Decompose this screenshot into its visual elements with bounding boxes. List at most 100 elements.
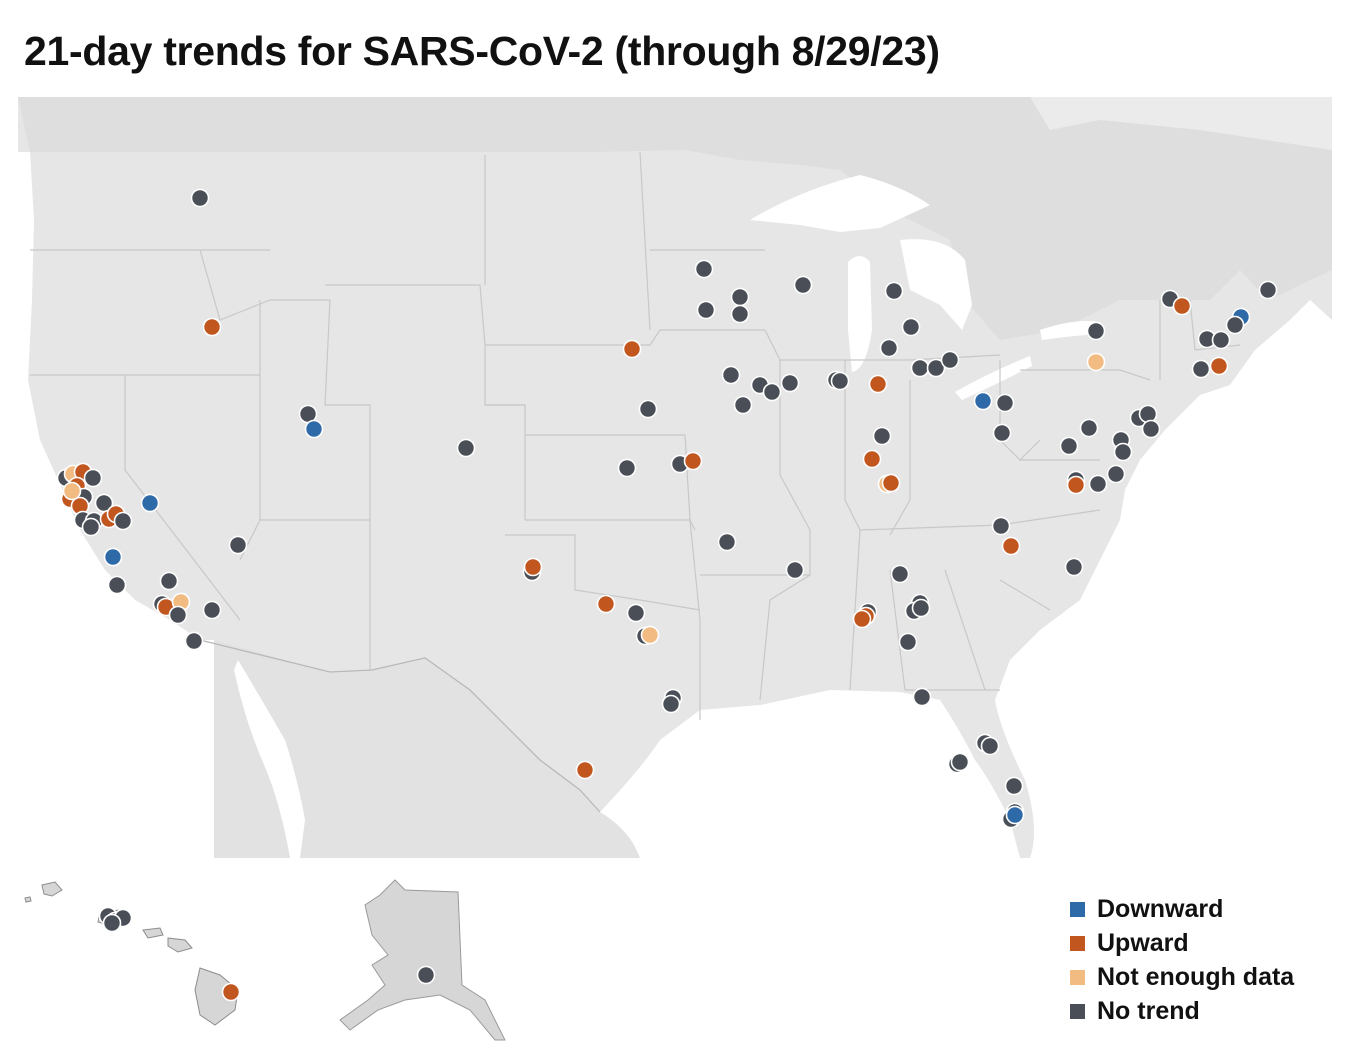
site-marker-no-trend[interactable] <box>1079 418 1099 438</box>
site-marker-no-trend[interactable] <box>1191 359 1211 379</box>
site-marker-no-trend[interactable] <box>190 188 210 208</box>
site-marker-upward[interactable] <box>622 339 642 359</box>
lake-ontario <box>1040 321 1100 340</box>
site-marker-no-trend[interactable] <box>733 395 753 415</box>
legend: Downward Upward Not enough data No trend <box>1070 892 1294 1028</box>
site-marker-not-enough-data[interactable] <box>640 625 660 645</box>
site-marker-no-trend[interactable] <box>456 438 476 458</box>
site-marker-upward[interactable] <box>1209 356 1229 376</box>
site-marker-no-trend[interactable] <box>159 571 179 591</box>
site-marker-no-trend[interactable] <box>721 365 741 385</box>
site-marker-no-trend[interactable] <box>113 511 133 531</box>
site-marker-downward[interactable] <box>140 493 160 513</box>
site-marker-no-trend[interactable] <box>926 358 946 378</box>
site-marker-no-trend[interactable] <box>995 393 1015 413</box>
site-marker-no-trend[interactable] <box>992 423 1012 443</box>
site-marker-no-trend[interactable] <box>780 373 800 393</box>
site-marker-no-trend[interactable] <box>912 687 932 707</box>
site-marker-no-trend[interactable] <box>83 468 103 488</box>
site-marker-no-trend[interactable] <box>879 338 899 358</box>
site-marker-not-enough-data[interactable] <box>62 481 82 501</box>
site-marker-no-trend[interactable] <box>1138 404 1158 424</box>
site-marker-downward[interactable] <box>1005 805 1025 825</box>
site-marker-no-trend[interactable] <box>228 535 248 555</box>
site-marker-no-trend[interactable] <box>830 371 850 391</box>
map-title: 21-day trends for SARS-CoV-2 (through 8/… <box>24 28 940 74</box>
site-marker-downward[interactable] <box>973 391 993 411</box>
legend-label-no-trend: No trend <box>1097 996 1200 1025</box>
site-marker-no-trend[interactable] <box>730 287 750 307</box>
site-marker-upward[interactable] <box>852 609 872 629</box>
site-marker-no-trend[interactable] <box>730 304 750 324</box>
site-marker-no-trend[interactable] <box>81 517 101 537</box>
site-marker-no-trend[interactable] <box>1141 419 1161 439</box>
site-marker-no-trend[interactable] <box>617 458 637 478</box>
site-marker-no-trend[interactable] <box>107 575 127 595</box>
site-marker-upward[interactable] <box>221 982 241 1002</box>
site-marker-no-trend[interactable] <box>1225 315 1245 335</box>
site-marker-no-trend[interactable] <box>1088 474 1108 494</box>
site-marker-upward[interactable] <box>881 473 901 493</box>
site-marker-no-trend[interactable] <box>1059 436 1079 456</box>
site-marker-upward[interactable] <box>868 374 888 394</box>
site-marker-upward[interactable] <box>575 760 595 780</box>
legend-label-upward: Upward <box>1097 928 1189 957</box>
site-marker-no-trend[interactable] <box>1113 442 1133 462</box>
site-marker-upward[interactable] <box>596 594 616 614</box>
site-marker-no-trend[interactable] <box>626 603 646 623</box>
site-marker-no-trend[interactable] <box>950 752 970 772</box>
site-marker-no-trend[interactable] <box>168 605 188 625</box>
site-marker-upward[interactable] <box>862 449 882 469</box>
site-marker-no-trend[interactable] <box>898 632 918 652</box>
site-marker-no-trend[interactable] <box>872 426 892 446</box>
site-marker-upward[interactable] <box>1066 475 1086 495</box>
site-marker-no-trend[interactable] <box>910 358 930 378</box>
site-marker-no-trend[interactable] <box>1106 464 1126 484</box>
site-marker-no-trend[interactable] <box>884 281 904 301</box>
state-borders <box>30 151 1241 720</box>
legend-item-upward: Upward <box>1070 926 1294 960</box>
gulf-of-california <box>234 660 305 858</box>
site-marker-no-trend[interactable] <box>1258 280 1278 300</box>
lake-superior <box>750 175 930 232</box>
site-marker-no-trend[interactable] <box>1211 330 1231 350</box>
site-marker-no-trend[interactable] <box>694 259 714 279</box>
site-marker-downward[interactable] <box>304 419 324 439</box>
site-marker-no-trend[interactable] <box>202 600 222 620</box>
site-marker-no-trend[interactable] <box>661 694 681 714</box>
site-marker-no-trend[interactable] <box>1064 557 1084 577</box>
site-marker-no-trend[interactable] <box>717 532 737 552</box>
mexico-region <box>210 640 640 858</box>
site-marker-no-trend[interactable] <box>638 399 658 419</box>
lake-huron <box>900 239 972 330</box>
legend-swatch-downward <box>1070 901 1085 917</box>
pacific-ocean <box>18 152 214 858</box>
site-marker-upward[interactable] <box>523 557 543 577</box>
canada-region <box>18 97 1332 340</box>
site-marker-no-trend[interactable] <box>911 598 931 618</box>
site-marker-no-trend[interactable] <box>184 631 204 651</box>
site-marker-no-trend[interactable] <box>991 516 1011 536</box>
site-marker-upward[interactable] <box>683 451 703 471</box>
site-marker-no-trend[interactable] <box>102 913 122 933</box>
wastewater-sites <box>56 188 1278 1002</box>
lake-michigan <box>848 256 872 372</box>
site-marker-no-trend[interactable] <box>696 300 716 320</box>
site-marker-no-trend[interactable] <box>1086 321 1106 341</box>
site-marker-no-trend[interactable] <box>890 564 910 584</box>
site-marker-no-trend[interactable] <box>1004 776 1024 796</box>
site-marker-upward[interactable] <box>1001 536 1021 556</box>
site-marker-no-trend[interactable] <box>980 736 1000 756</box>
site-marker-not-enough-data[interactable] <box>1086 352 1106 372</box>
site-marker-no-trend[interactable] <box>416 965 436 985</box>
site-marker-downward[interactable] <box>103 547 123 567</box>
site-marker-no-trend[interactable] <box>785 560 805 580</box>
legend-label-not-enough-data: Not enough data <box>1097 962 1295 991</box>
site-marker-no-trend[interactable] <box>940 350 960 370</box>
site-marker-upward[interactable] <box>1172 296 1192 316</box>
site-marker-upward[interactable] <box>202 317 222 337</box>
site-marker-no-trend[interactable] <box>762 382 782 402</box>
atlantic-ocean <box>995 300 1332 858</box>
site-marker-no-trend[interactable] <box>793 275 813 295</box>
site-marker-no-trend[interactable] <box>901 317 921 337</box>
